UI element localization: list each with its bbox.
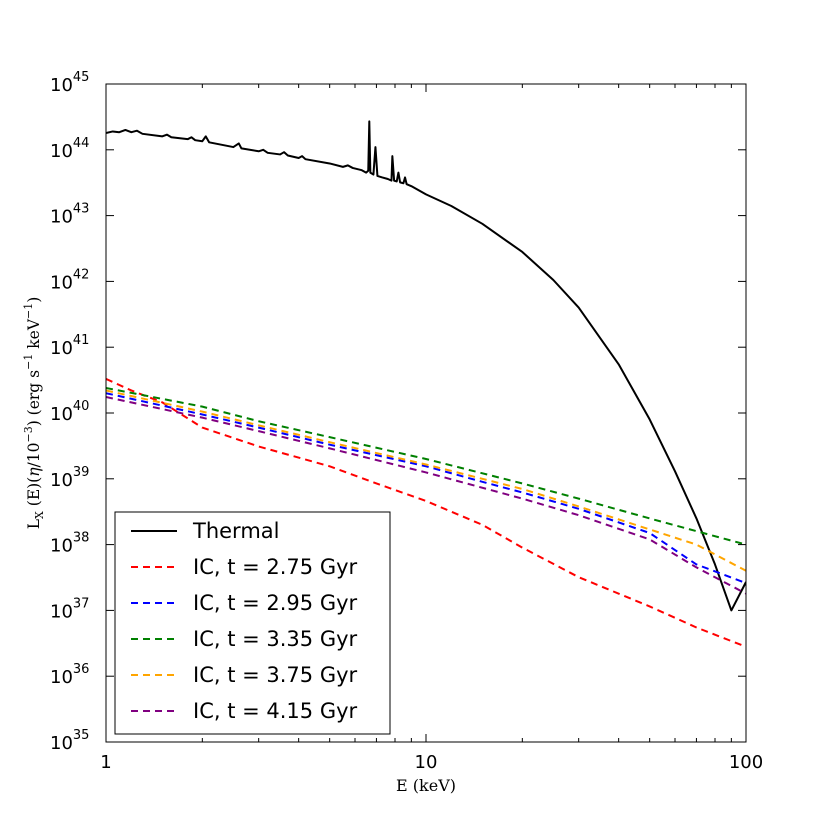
y-tick-label: 1038 (50, 531, 89, 557)
series-line-0 (106, 120, 746, 612)
series-line-1 (106, 377, 746, 648)
legend-label: IC, t = 3.35 Gyr (193, 627, 358, 651)
minor-ticks (201, 84, 732, 742)
svg-text:LX (E)(η/10−3) (erg s−1 keV−1): LX (E)(η/10−3) (erg s−1 keV−1) (22, 297, 46, 530)
y-tick-label: 1040 (50, 399, 89, 425)
y-tick-label: 1036 (50, 662, 89, 688)
series-line-4 (106, 389, 746, 572)
x-tick-label: 1 (100, 752, 111, 773)
x-tick-label: 100 (729, 752, 763, 773)
legend-label: IC, t = 4.15 Gyr (193, 699, 358, 723)
series-line-2 (106, 392, 746, 585)
legend: Thermal IC, t = 2.75 Gyr IC, t = 2.95 Gyr I… (114, 511, 391, 735)
x-axis-label: E (keV) (396, 776, 456, 795)
y-tick-label: 1045 (50, 70, 89, 96)
legend-box (114, 511, 391, 735)
series-line-3 (106, 386, 746, 546)
legend-label: IC, t = 2.95 Gyr (193, 591, 358, 615)
y-tick-label: 1041 (50, 333, 89, 359)
y-axis: 1035 1036 1037 1038 1039 1040 1041 1042 1043 1044… (50, 70, 746, 754)
y-tick-label: 1035 (50, 728, 89, 754)
y-tick-label: 1039 (50, 465, 89, 491)
series-line-5 (106, 396, 746, 595)
legend-label: IC, t = 2.75 Gyr (193, 555, 358, 579)
y-axis-label: LX (E)(η/10−3) (erg s−1 keV−1) (22, 297, 46, 530)
y-tick-label: 1042 (50, 267, 89, 293)
y-tick-label: 1043 (50, 202, 89, 228)
y-tick-label: 1044 (50, 136, 89, 162)
x-axis: 1 10 100 (100, 84, 763, 773)
y-tick-label: 1037 (50, 596, 89, 622)
x-tick-label: 10 (415, 752, 438, 773)
series-layer (106, 120, 746, 648)
legend-label: IC, t = 3.75 Gyr (193, 663, 358, 687)
legend-label: Thermal (192, 519, 279, 543)
